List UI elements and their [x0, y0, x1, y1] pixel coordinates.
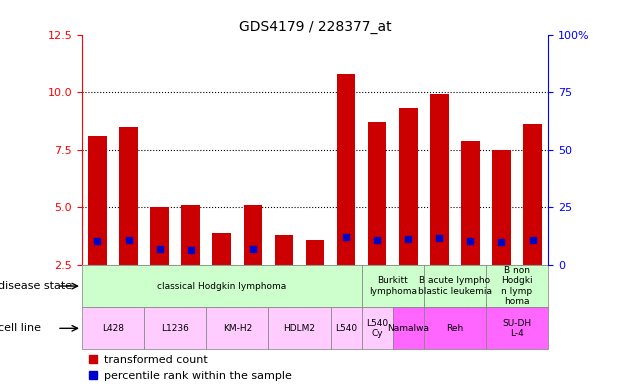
Bar: [181, 205, 200, 323]
Text: SU-DH
L-4: SU-DH L-4: [503, 319, 532, 338]
Text: Namalwa: Namalwa: [387, 324, 429, 333]
Bar: [144, 307, 206, 349]
Text: HDLM2: HDLM2: [284, 324, 316, 333]
Title: GDS4179 / 228377_at: GDS4179 / 228377_at: [239, 20, 391, 33]
Bar: [430, 94, 449, 323]
Bar: [492, 150, 511, 323]
Bar: [424, 307, 486, 349]
Bar: [244, 205, 262, 323]
Text: B acute lympho
blastic leukemia: B acute lympho blastic leukemia: [418, 276, 492, 296]
Bar: [524, 124, 542, 323]
Text: KM-H2: KM-H2: [222, 324, 252, 333]
Bar: [82, 307, 144, 349]
Bar: [424, 265, 486, 307]
Text: L540
Cy: L540 Cy: [366, 319, 388, 338]
Bar: [368, 122, 386, 323]
Bar: [362, 307, 392, 349]
Bar: [337, 74, 355, 323]
Bar: [399, 108, 418, 323]
Text: Burkitt
lymphoma: Burkitt lymphoma: [369, 276, 416, 296]
Bar: [461, 141, 479, 323]
Bar: [392, 307, 424, 349]
Bar: [119, 127, 138, 323]
Bar: [206, 307, 268, 349]
Text: B non
Hodgki
n lymp
homa: B non Hodgki n lymp homa: [501, 266, 533, 306]
Bar: [212, 233, 231, 323]
Bar: [331, 307, 362, 349]
Text: L428: L428: [102, 324, 124, 333]
Bar: [275, 235, 293, 323]
Bar: [306, 240, 324, 323]
Text: Reh: Reh: [446, 324, 464, 333]
Bar: [268, 307, 331, 349]
Text: L1236: L1236: [161, 324, 189, 333]
Legend: transformed count, percentile rank within the sample: transformed count, percentile rank withi…: [88, 355, 292, 381]
Bar: [82, 265, 362, 307]
Text: disease state: disease state: [0, 281, 72, 291]
Text: L540: L540: [335, 324, 357, 333]
Text: cell line: cell line: [0, 323, 41, 333]
Bar: [486, 265, 548, 307]
Bar: [486, 307, 548, 349]
Bar: [362, 265, 424, 307]
Bar: [88, 136, 106, 323]
Bar: [151, 207, 169, 323]
Text: classical Hodgkin lymphoma: classical Hodgkin lymphoma: [157, 281, 287, 291]
